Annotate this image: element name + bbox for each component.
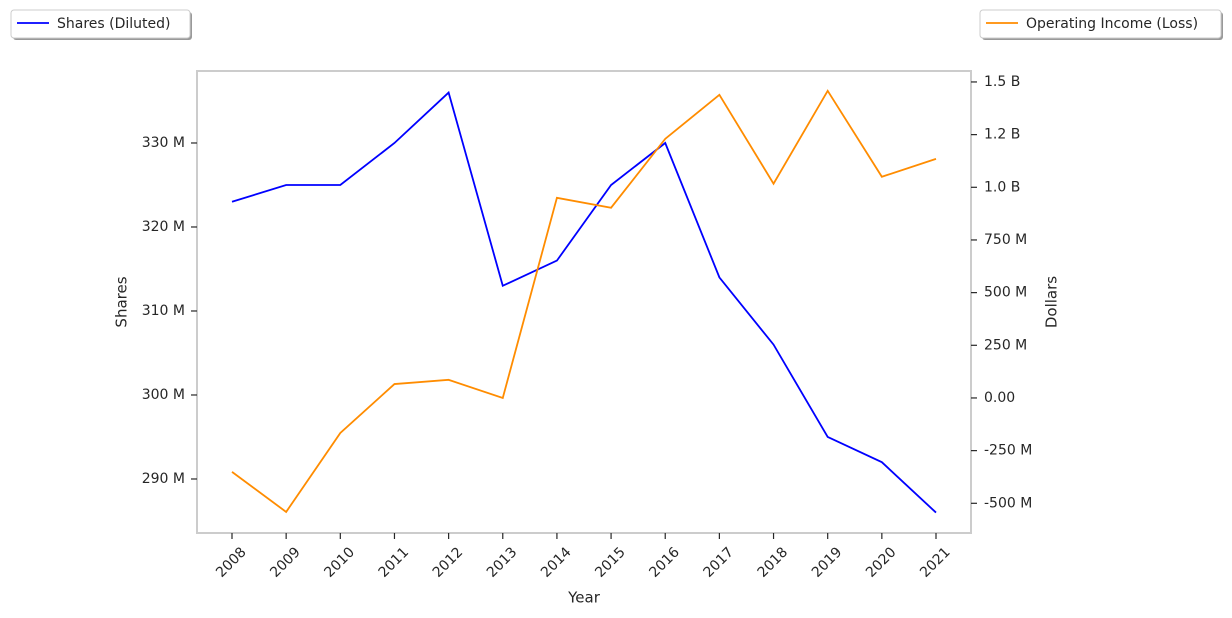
y2-tick-label: 1.5 B bbox=[984, 74, 1020, 90]
x-tick-label: 2008 bbox=[213, 544, 250, 581]
x-tick-label: 2015 bbox=[592, 544, 629, 581]
x-tick-label: 2021 bbox=[917, 544, 954, 581]
y-tick-label: 290 M bbox=[142, 471, 185, 487]
y2-tick-label: -250 M bbox=[984, 443, 1032, 459]
legend-label: Shares (Diluted) bbox=[57, 16, 171, 32]
x-tick-label: 2013 bbox=[484, 544, 521, 581]
plot-frame bbox=[196, 70, 972, 534]
y-tick-label: 330 M bbox=[142, 135, 185, 151]
y-axis-label: Shares bbox=[113, 276, 131, 327]
series-line bbox=[231, 89, 937, 514]
y-tick-label: 320 M bbox=[142, 219, 185, 235]
y-tick-label: 310 M bbox=[142, 303, 185, 319]
x-tick-label: 2017 bbox=[701, 544, 738, 581]
x-tick-label: 2012 bbox=[430, 544, 467, 581]
x-tick-label: 2019 bbox=[809, 544, 846, 581]
legend-label: Operating Income (Loss) bbox=[1026, 16, 1198, 32]
x-axis-label: Year bbox=[567, 589, 601, 607]
x-tick-label: 2016 bbox=[646, 544, 683, 581]
series-line bbox=[231, 90, 937, 514]
y2-tick-label: 1.2 B bbox=[984, 127, 1020, 143]
legend-box bbox=[979, 9, 1222, 39]
y2-tick-label: 250 M bbox=[984, 337, 1027, 353]
y2-axis-label: Dollars bbox=[1043, 276, 1061, 328]
x-tick-label: 2014 bbox=[538, 544, 575, 581]
x-tick-label: 2018 bbox=[755, 544, 792, 581]
y2-tick-label: 750 M bbox=[984, 232, 1027, 248]
y2-tick-label: 1.0 B bbox=[984, 179, 1020, 195]
x-tick-label: 2010 bbox=[321, 544, 358, 581]
y2-tick-label: -500 M bbox=[984, 495, 1032, 511]
x-tick-label: 2011 bbox=[376, 544, 413, 581]
y2-tick-label: 500 M bbox=[984, 285, 1027, 301]
legend-box bbox=[10, 9, 191, 39]
x-tick-label: 2009 bbox=[267, 544, 304, 581]
y-tick-label: 300 M bbox=[142, 387, 185, 403]
y2-tick-label: 0.00 bbox=[984, 390, 1015, 406]
x-tick-label: 2020 bbox=[863, 544, 900, 581]
